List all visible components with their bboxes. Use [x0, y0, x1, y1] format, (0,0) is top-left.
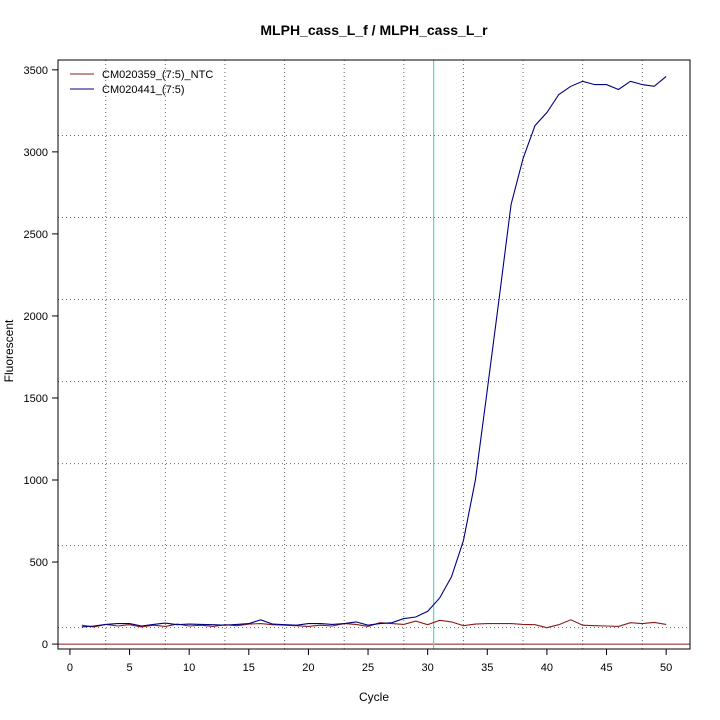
x-tick-label: 25 [362, 662, 374, 674]
x-axis: 0 5 10 15 20 25 30 35 40 45 50 [67, 648, 672, 674]
x-tick-label: 30 [422, 662, 434, 674]
x-tick-label: 20 [302, 662, 314, 674]
y-tick-label: 3000 [24, 147, 48, 159]
legend: CM020359_(7:5)_NTC CM020441_(7:5) [70, 69, 213, 96]
series-line-2 [81, 75, 667, 628]
y-tick-label: 3500 [24, 65, 48, 77]
x-tick-label: 5 [126, 662, 132, 674]
y-tick-label: 2500 [24, 229, 48, 241]
x-tick-label: 45 [600, 662, 612, 674]
y-tick-label: 1000 [24, 475, 48, 487]
reference-lines [58, 60, 690, 649]
x-tick-label: 10 [183, 662, 195, 674]
x-tick-label: 40 [541, 662, 553, 674]
chart-title: MLPH_cass_L_f / MLPH_cass_L_r [260, 22, 488, 38]
y-tick-label: 0 [42, 639, 48, 651]
y-axis: 0 500 1000 1500 2000 2500 3000 3500 [24, 65, 59, 651]
legend-label-2: CM020441_(7:5) [102, 84, 185, 96]
legend-label-1: CM020359_(7:5)_NTC [102, 69, 213, 81]
y-tick-label: 500 [30, 557, 48, 569]
grid-lines [58, 60, 690, 649]
y-tick-label: 2000 [24, 311, 48, 323]
y-tick-label: 1500 [24, 393, 48, 405]
x-tick-label: 15 [243, 662, 255, 674]
x-tick-label: 35 [481, 662, 493, 674]
x-tick-label: 0 [67, 662, 73, 674]
x-tick-label: 50 [660, 662, 672, 674]
y-axis-label: Fluorescent [2, 319, 16, 382]
series-lines [81, 75, 667, 629]
plot-frame [57, 59, 691, 650]
x-axis-label: Cycle [359, 690, 389, 704]
